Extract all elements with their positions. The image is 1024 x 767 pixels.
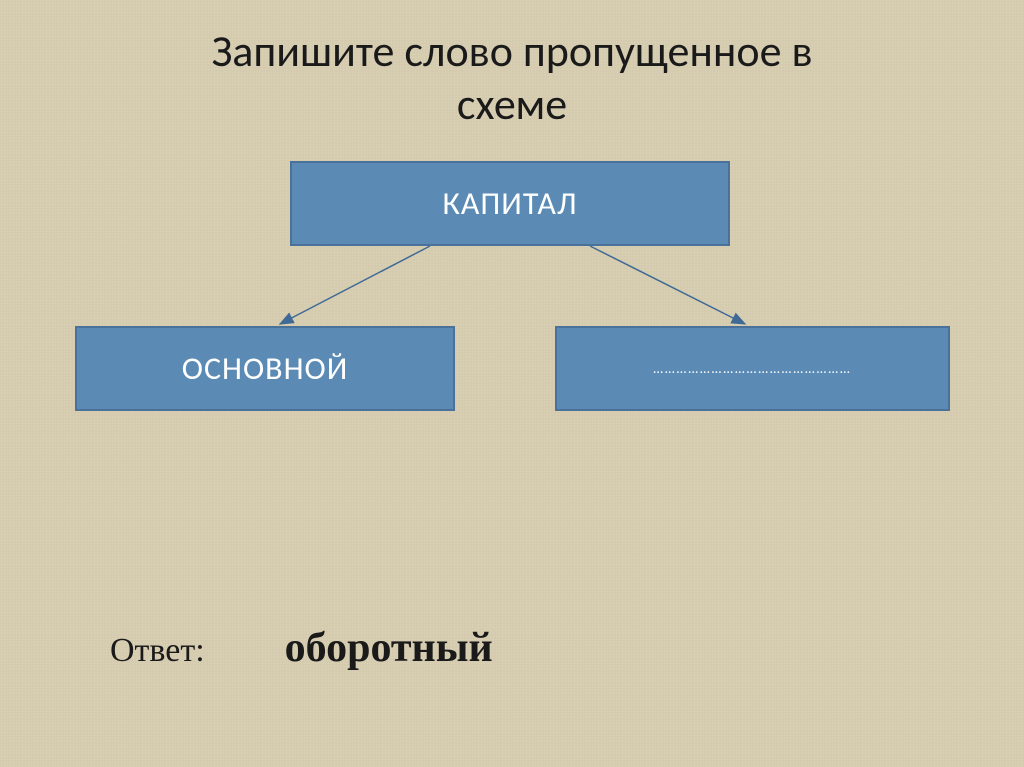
top-box-label: КАПИТАЛ	[443, 184, 578, 223]
title-line-2: схеме	[457, 77, 567, 131]
title-line-1: Запишите слово пропущенное в	[211, 24, 812, 78]
diagram-top-box: КАПИТАЛ	[290, 161, 730, 246]
diagram-left-box: ОСНОВНОЙ	[75, 326, 455, 411]
answer-row: Ответ: оборотный	[110, 624, 493, 672]
right-box-placeholder: ……………………………………………	[653, 360, 851, 377]
left-box-label: ОСНОВНОЙ	[182, 349, 348, 388]
diagram: КАПИТАЛ ОСНОВНОЙ ……………………………………………	[0, 151, 1024, 431]
slide-title: Запишите слово пропущенное в схеме	[0, 0, 1024, 131]
answer-label: Ответ:	[110, 632, 205, 670]
diagram-right-box: ……………………………………………	[555, 326, 950, 411]
answer-value: оборотный	[285, 624, 493, 672]
